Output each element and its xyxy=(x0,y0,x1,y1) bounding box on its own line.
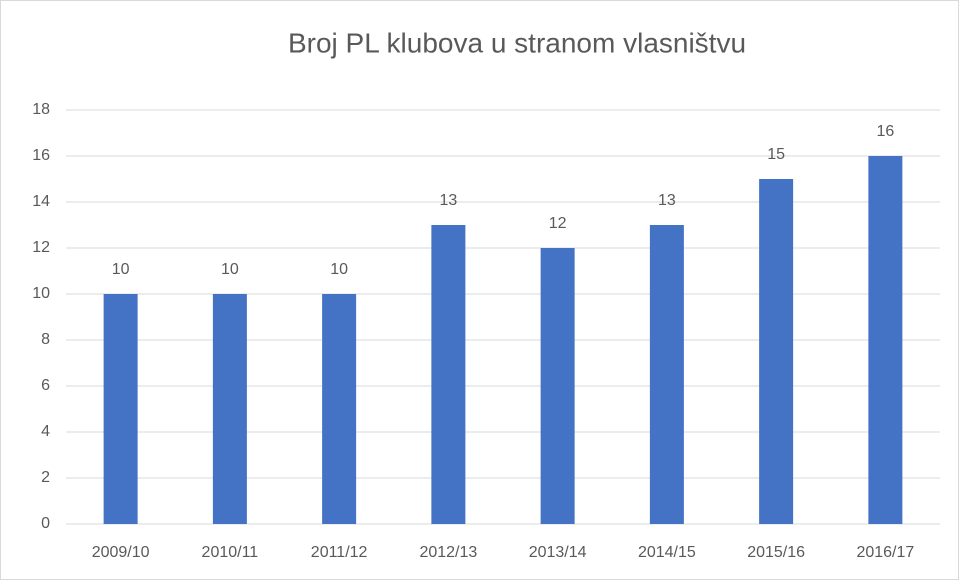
y-tick-label: 16 xyxy=(32,147,50,164)
y-tick-label: 0 xyxy=(41,515,50,532)
bar xyxy=(868,156,903,524)
y-tick-label: 12 xyxy=(32,239,50,256)
data-label: 10 xyxy=(112,261,130,278)
y-tick-label: 10 xyxy=(32,285,50,302)
data-label: 13 xyxy=(658,192,676,209)
bar xyxy=(322,294,357,524)
data-label: 15 xyxy=(767,146,785,163)
bar xyxy=(540,248,575,524)
data-label: 10 xyxy=(330,261,348,278)
y-tick-label: 14 xyxy=(32,193,50,210)
bar xyxy=(431,225,466,524)
x-tick-label: 2011/12 xyxy=(311,544,368,561)
bar xyxy=(103,294,138,524)
y-tick-label: 4 xyxy=(41,423,50,440)
y-tick-label: 18 xyxy=(32,101,50,118)
y-tick-label: 8 xyxy=(41,331,50,348)
x-tick-label: 2009/10 xyxy=(92,544,150,561)
x-tick-label: 2014/15 xyxy=(638,544,696,561)
x-tick-label: 2013/14 xyxy=(529,544,587,561)
bar xyxy=(759,179,794,524)
bar xyxy=(212,294,247,524)
bar xyxy=(649,225,684,524)
y-tick-label: 6 xyxy=(41,377,50,394)
x-tick-label: 2010/11 xyxy=(202,544,259,561)
y-tick-label: 2 xyxy=(41,469,50,486)
data-label: 12 xyxy=(549,215,567,232)
chart-title: Broj PL klubova u stranom vlasništvu xyxy=(288,27,746,58)
x-tick-label: 2016/17 xyxy=(856,544,914,561)
x-tick-label: 2012/13 xyxy=(419,544,477,561)
data-label: 16 xyxy=(876,123,894,140)
x-tick-label: 2015/16 xyxy=(747,544,805,561)
data-label: 13 xyxy=(439,192,457,209)
data-label: 10 xyxy=(221,261,239,278)
